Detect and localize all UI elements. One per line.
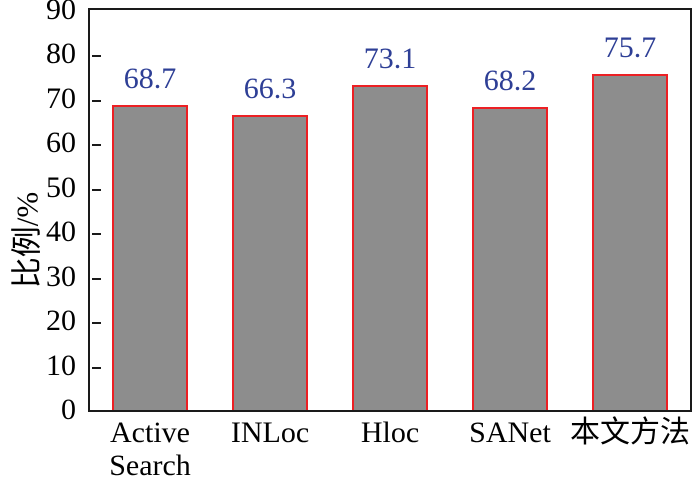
y-axis-tick-mark <box>92 366 101 369</box>
bar-value-label: 75.7 <box>603 31 657 64</box>
y-axis-tick-mark <box>92 55 101 58</box>
bar-1 <box>232 115 308 410</box>
y-axis-tick-mark <box>92 322 101 325</box>
y-axis-tick-mark <box>92 144 101 147</box>
y-axis-tick-label: 20 <box>46 304 76 338</box>
x-category-label: INLoc <box>230 416 310 449</box>
y-axis-tick-label: 60 <box>46 126 76 160</box>
y-axis-tick-mark <box>92 188 101 191</box>
x-category-label: 本文方法 <box>570 416 690 449</box>
x-category-label: SANet <box>469 416 551 449</box>
y-axis-tick-mark <box>92 277 101 280</box>
y-axis-tick-label: 80 <box>46 37 76 71</box>
bar-value-label: 73.1 <box>363 42 417 75</box>
y-axis-tick-mark <box>92 99 101 102</box>
plot-area <box>88 8 692 412</box>
x-category-label: Hloc <box>360 416 420 449</box>
bar-2 <box>352 85 428 410</box>
bar-0 <box>112 105 188 410</box>
y-axis-tick-label: 40 <box>46 215 76 249</box>
y-axis-tick-label: 10 <box>46 348 76 382</box>
y-axis-tick-label: 50 <box>46 170 76 204</box>
bar-value-label: 68.7 <box>123 62 177 95</box>
y-axis-tick-label: 30 <box>46 259 76 293</box>
bar-value-label: 68.2 <box>483 64 537 97</box>
x-category-label: Active Search <box>109 416 191 482</box>
bar-4 <box>592 74 668 410</box>
bar-value-label: 66.3 <box>243 72 297 105</box>
y-axis-tick-label: 70 <box>46 81 76 115</box>
y-axis-tick-label: 90 <box>46 0 76 26</box>
bar-3 <box>472 107 548 410</box>
y-axis-tick-mark <box>92 233 101 236</box>
y-axis-tick-label: 0 <box>61 393 76 426</box>
